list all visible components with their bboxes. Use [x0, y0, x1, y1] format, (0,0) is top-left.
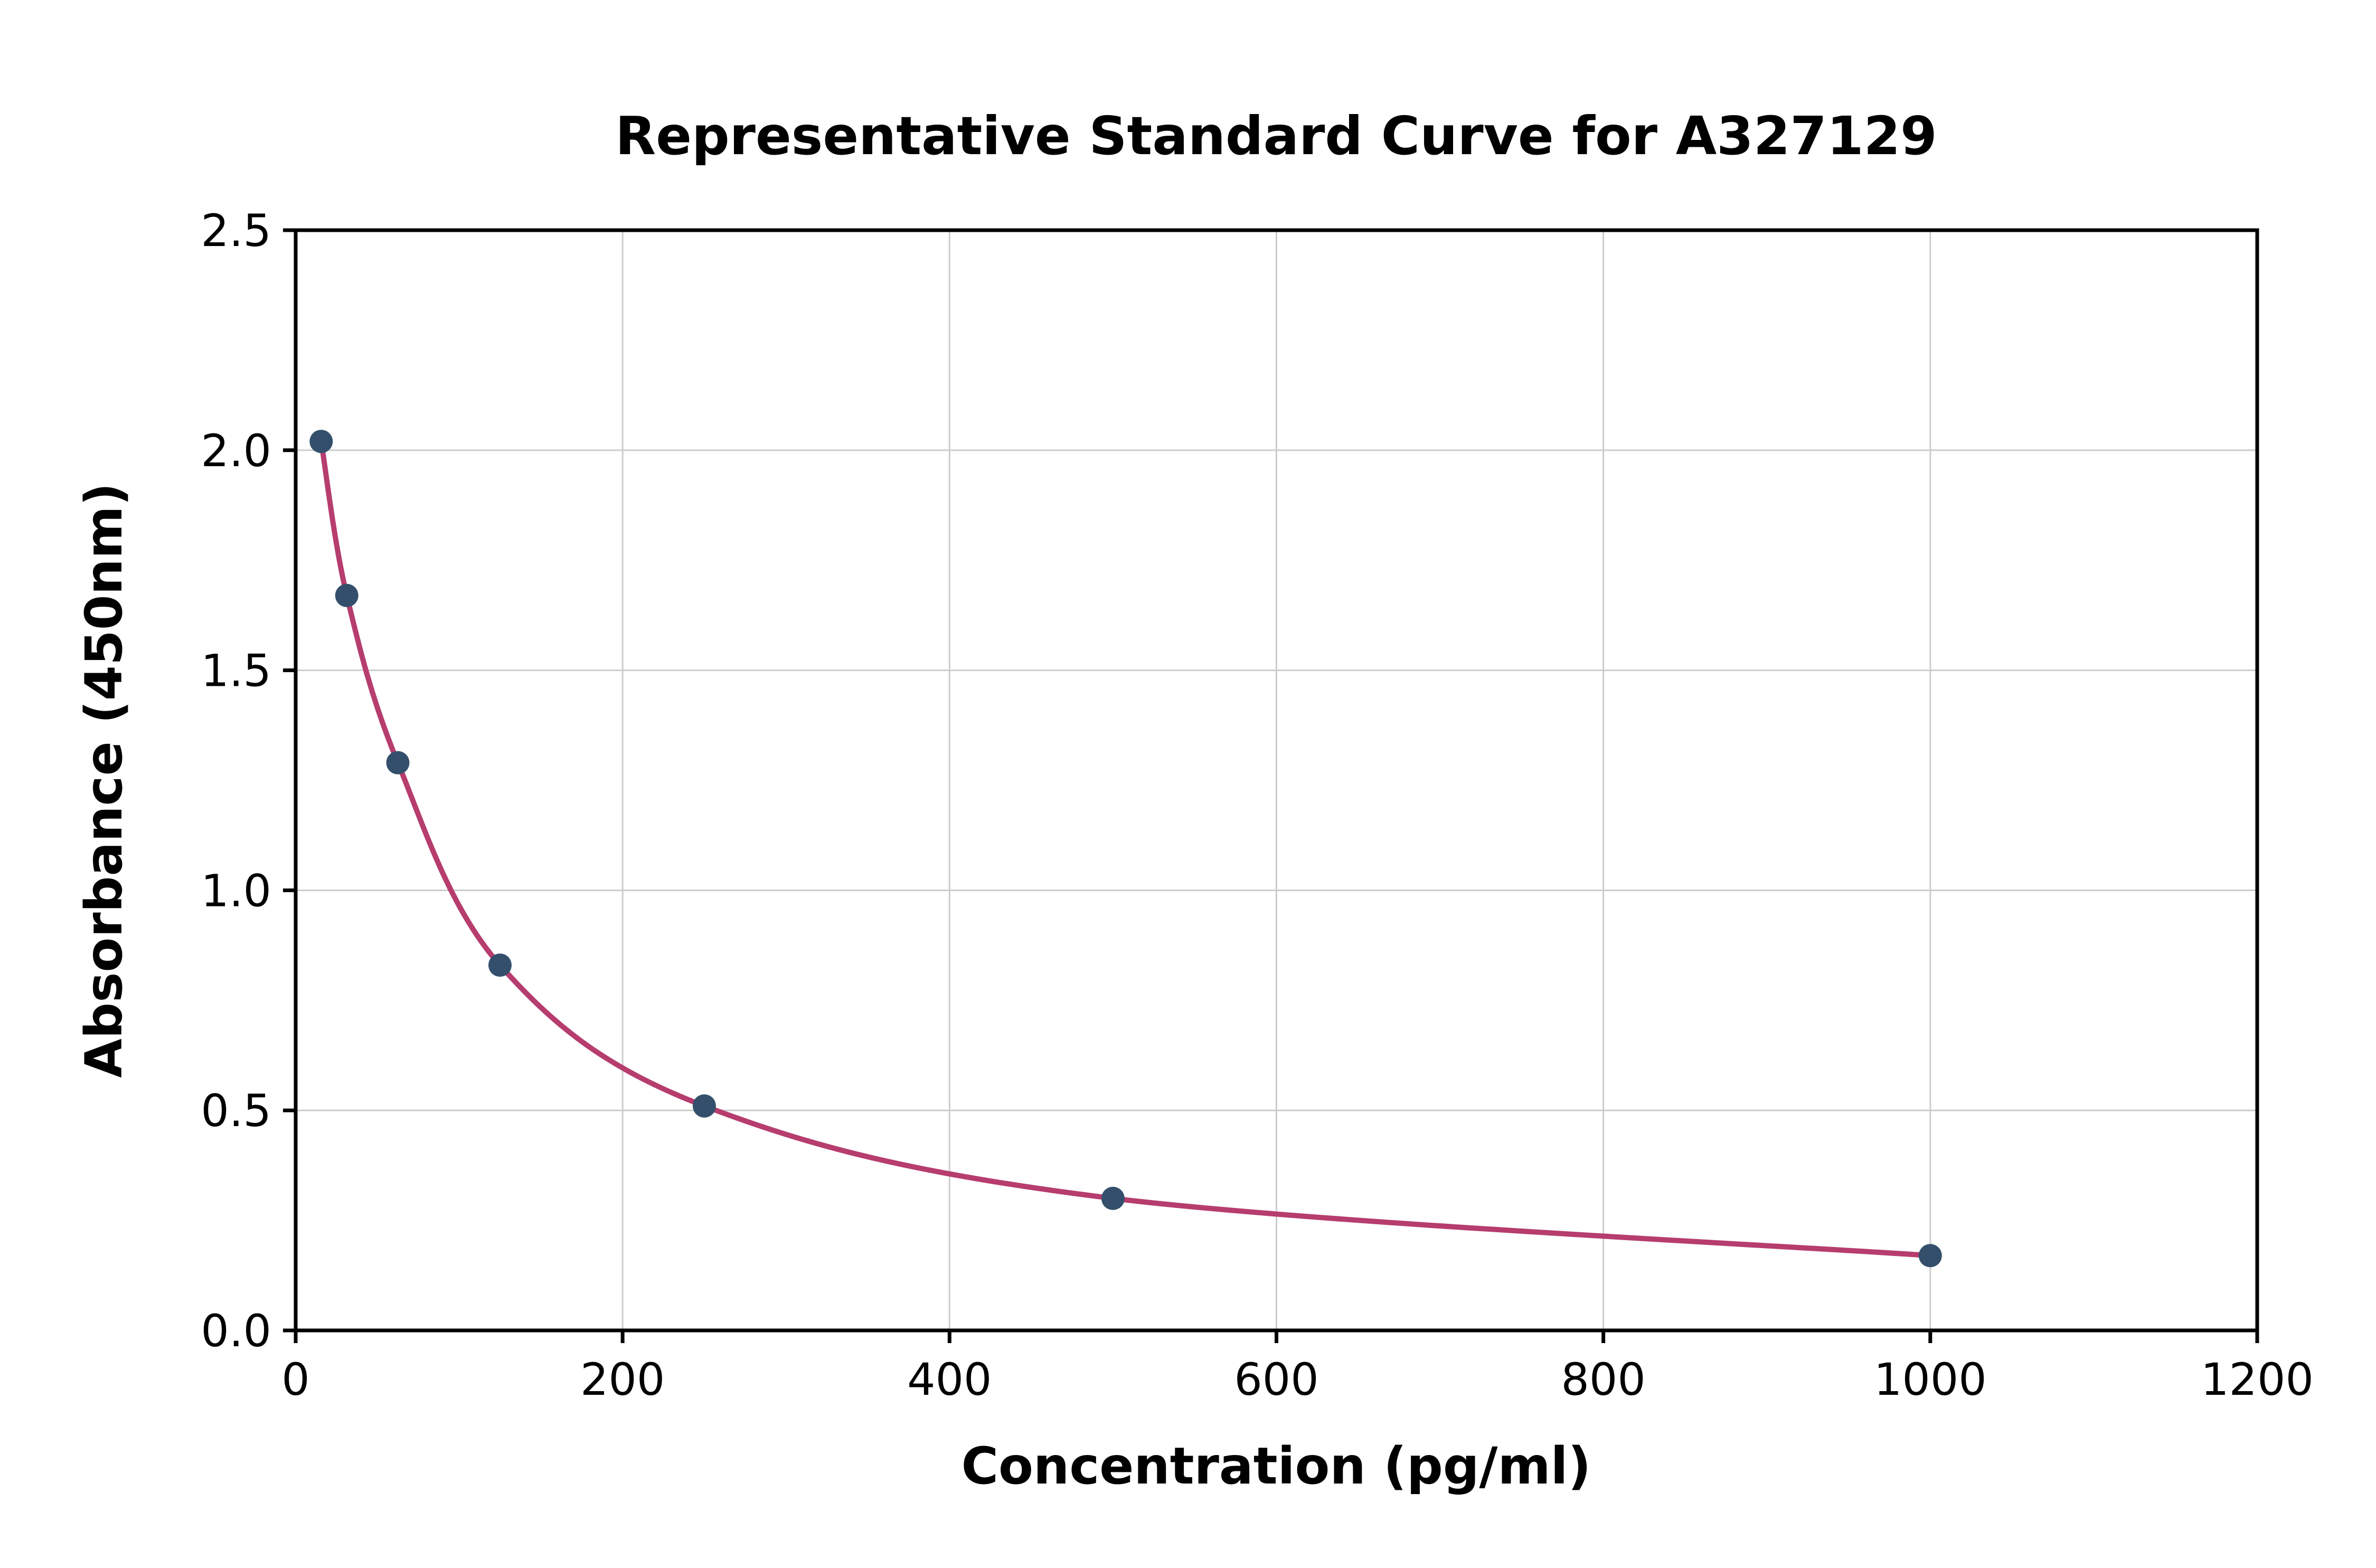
data-point-marker	[386, 751, 410, 774]
x-tick-label: 400	[907, 1354, 992, 1405]
y-tick-label: 0.5	[201, 1085, 271, 1137]
data-point-marker	[1101, 1186, 1125, 1210]
fitted-curve-line	[318, 439, 1933, 1259]
data-point-marker	[335, 583, 359, 607]
y-tick-label: 1.0	[201, 865, 271, 917]
y-tick-label: 0.0	[201, 1305, 271, 1357]
y-axis-label: Absorbance (450nm)	[74, 483, 134, 1078]
chart-title: Representative Standard Curve for A32712…	[615, 105, 1937, 167]
data-point-marker	[1918, 1244, 1942, 1268]
x-tick-label: 200	[580, 1354, 665, 1405]
y-tick-label: 2.5	[201, 205, 271, 257]
x-axis-label: Concentration (pg/ml)	[961, 1437, 1591, 1496]
x-tick-label: 800	[1561, 1354, 1645, 1405]
data-point-marker	[488, 953, 512, 977]
data-point-marker	[692, 1094, 716, 1118]
x-tick-label: 1000	[1874, 1354, 1987, 1405]
y-tick-label: 1.5	[201, 645, 271, 697]
y-tick-label: 2.0	[201, 425, 271, 477]
plot-area: 0 200 400 600 800 1000 1200 0.0 0.5 1.0 1.5 2.0 2.5	[201, 205, 2313, 1405]
x-tick-label: 1200	[2201, 1354, 2314, 1405]
data-point-marker	[309, 430, 333, 454]
x-tick-label: 600	[1234, 1354, 1318, 1405]
x-tick-label: 0	[281, 1354, 309, 1405]
